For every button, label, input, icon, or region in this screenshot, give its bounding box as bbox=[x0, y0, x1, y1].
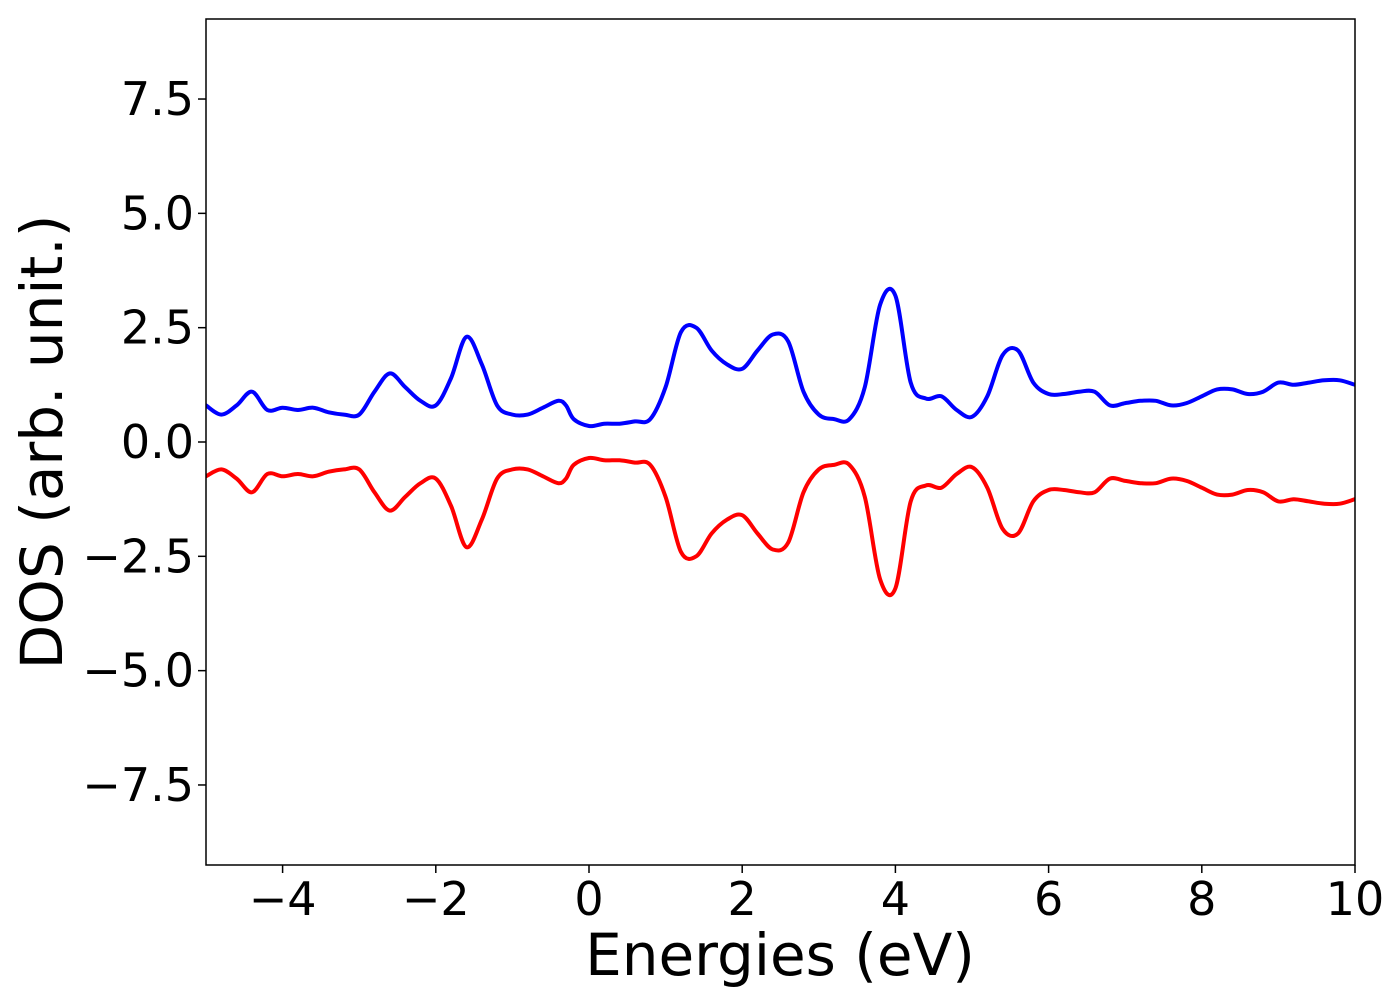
series-line-blue bbox=[206, 286, 1355, 429]
y-tick-label: −7.5 bbox=[82, 758, 194, 812]
y-tick-label: −2.5 bbox=[82, 529, 194, 583]
x-tick-label: 0 bbox=[574, 872, 603, 926]
x-tick-label: 8 bbox=[1187, 872, 1216, 926]
y-tick-label: 5.0 bbox=[121, 186, 194, 240]
x-axis-label: Energies (eV) bbox=[585, 921, 975, 989]
plot-frame bbox=[205, 18, 1356, 866]
y-tick-label: 2.5 bbox=[121, 301, 194, 355]
x-tick-label: 4 bbox=[881, 872, 910, 926]
x-tick-label: 2 bbox=[728, 872, 757, 926]
y-tick-label: −5.0 bbox=[82, 644, 194, 698]
y-axis-ticks: 7.5 5.0 2.5 0.0 −2.5 −5.0 −7.5 bbox=[82, 72, 206, 812]
y-axis-label: DOS (arb. unit.) bbox=[8, 215, 76, 670]
x-axis-ticks: −4 −2 0 2 4 6 8 10 bbox=[249, 865, 1385, 926]
plot-area bbox=[206, 286, 1355, 598]
x-tick-label: 6 bbox=[1034, 872, 1063, 926]
y-tick-label: 0.0 bbox=[121, 415, 194, 469]
x-tick-label: −4 bbox=[249, 872, 317, 926]
x-tick-label: 10 bbox=[1326, 872, 1385, 926]
series-line-red bbox=[206, 455, 1355, 598]
y-tick-label: 7.5 bbox=[121, 72, 194, 126]
x-tick-label: −2 bbox=[402, 872, 470, 926]
